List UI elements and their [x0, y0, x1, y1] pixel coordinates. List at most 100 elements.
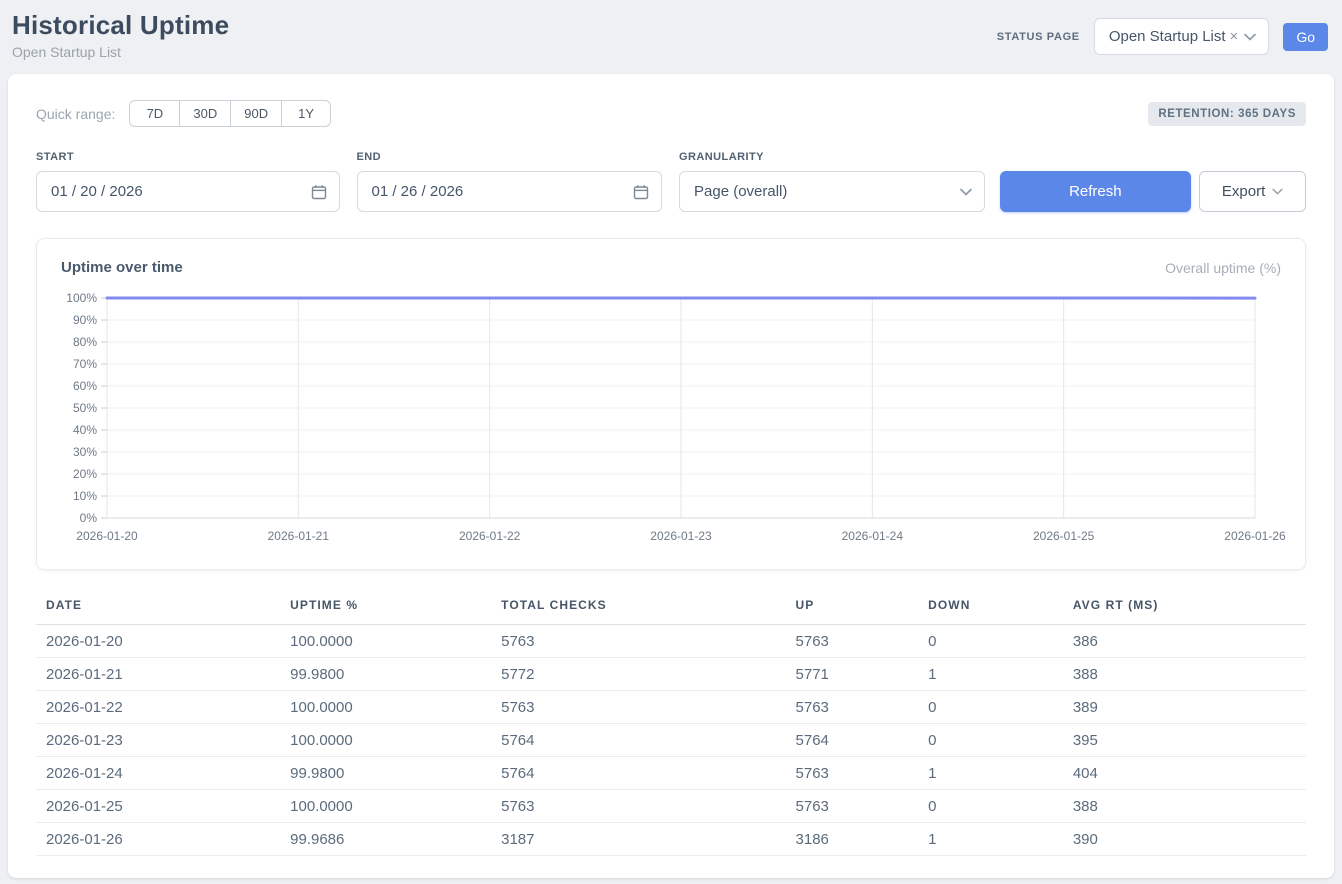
main-panel: Quick range: 7D 30D 90D 1Y RETENTION: 36… [8, 74, 1334, 878]
column-header: UPTIME % [280, 592, 491, 625]
start-date-input[interactable]: 01 / 20 / 2026 [36, 171, 340, 212]
granularity-label: GRANULARITY [679, 151, 985, 163]
table-cell: 99.9800 [280, 757, 491, 790]
chart-legend: Overall uptime (%) [1165, 260, 1281, 276]
start-date-value: 01 / 20 / 2026 [51, 183, 143, 200]
y-axis-tick-label: 90% [73, 313, 97, 327]
column-header: DATE [36, 592, 280, 625]
chevron-down-icon [1244, 33, 1256, 41]
y-axis-tick-label: 50% [73, 401, 97, 415]
quick-range-label: Quick range: [36, 106, 115, 122]
table-cell: 2026-01-24 [36, 757, 280, 790]
table-cell: 388 [1063, 658, 1306, 691]
x-axis-tick-label: 2026-01-23 [650, 529, 712, 543]
table-cell: 404 [1063, 757, 1306, 790]
x-axis-tick-label: 2026-01-24 [842, 529, 904, 543]
column-header: TOTAL CHECKS [491, 592, 785, 625]
y-axis-tick-label: 100% [66, 291, 97, 305]
table-cell: 1 [918, 757, 1063, 790]
table-cell: 0 [918, 724, 1063, 757]
table-cell: 3187 [491, 823, 785, 856]
chart-title: Uptime over time [61, 259, 183, 276]
table-cell: 5763 [491, 691, 785, 724]
table-cell: 2026-01-21 [36, 658, 280, 691]
table-row: 2026-01-25100.0000576357630388 [36, 790, 1306, 823]
table-cell: 5763 [786, 757, 919, 790]
uptime-chart-card: Uptime over time Overall uptime (%) 0% 10… [36, 238, 1306, 570]
y-axis-tick-label: 80% [73, 335, 97, 349]
table-row: 2026-01-2199.9800577257711388 [36, 658, 1306, 691]
table-cell: 5763 [491, 790, 785, 823]
table-cell: 5763 [786, 625, 919, 658]
export-button[interactable]: Export [1199, 171, 1306, 212]
column-header: DOWN [918, 592, 1063, 625]
table-row: 2026-01-2499.9800576457631404 [36, 757, 1306, 790]
chevron-down-icon [1272, 188, 1283, 195]
table-cell: 100.0000 [280, 691, 491, 724]
table-cell: 1 [918, 658, 1063, 691]
table-row: 2026-01-22100.0000576357630389 [36, 691, 1306, 724]
quick-range-30d[interactable]: 30D [179, 100, 230, 127]
quick-range-90d[interactable]: 90D [230, 100, 281, 127]
end-date-label: END [357, 151, 663, 163]
x-axis-tick-label: 2026-01-26 [1224, 529, 1286, 543]
table-cell: 2026-01-20 [36, 625, 280, 658]
calendar-icon[interactable] [311, 184, 327, 200]
table-cell: 389 [1063, 691, 1306, 724]
go-button[interactable]: Go [1283, 23, 1328, 51]
table-cell: 100.0000 [280, 790, 491, 823]
page-header: Historical Uptime Open Startup List STAT… [0, 0, 1342, 60]
uptime-table-section: DATEUPTIME %TOTAL CHECKSUPDOWNAVG RT (MS… [36, 592, 1306, 856]
y-axis-tick-label: 70% [73, 357, 97, 371]
table-cell: 3186 [786, 823, 919, 856]
table-cell: 2026-01-23 [36, 724, 280, 757]
chevron-down-icon [960, 188, 972, 196]
table-cell: 0 [918, 625, 1063, 658]
table-cell: 2026-01-22 [36, 691, 280, 724]
uptime-table: DATEUPTIME %TOTAL CHECKSUPDOWNAVG RT (MS… [36, 592, 1306, 856]
start-date-label: START [36, 151, 340, 163]
status-page-selected-value: Open Startup List [1109, 28, 1226, 45]
y-axis-tick-label: 0% [80, 511, 98, 525]
header-controls: STATUS PAGE Open Startup List × Go [997, 10, 1330, 55]
table-cell: 2026-01-26 [36, 823, 280, 856]
table-cell: 5764 [786, 724, 919, 757]
table-cell: 5763 [786, 691, 919, 724]
table-cell: 0 [918, 790, 1063, 823]
x-axis-tick-label: 2026-01-25 [1033, 529, 1095, 543]
retention-badge: RETENTION: 365 DAYS [1148, 102, 1306, 126]
table-cell: 395 [1063, 724, 1306, 757]
end-date-input[interactable]: 01 / 26 / 2026 [357, 171, 663, 212]
table-header-row: DATEUPTIME %TOTAL CHECKSUPDOWNAVG RT (MS… [36, 592, 1306, 625]
calendar-icon[interactable] [633, 184, 649, 200]
table-cell: 5763 [491, 625, 785, 658]
table-cell: 1 [918, 823, 1063, 856]
table-cell: 5771 [786, 658, 919, 691]
table-cell: 99.9686 [280, 823, 491, 856]
column-header: AVG RT (MS) [1063, 592, 1306, 625]
title-block: Historical Uptime Open Startup List [12, 10, 229, 60]
status-page-select[interactable]: Open Startup List × [1094, 18, 1270, 55]
page-title: Historical Uptime [12, 10, 229, 41]
y-axis-tick-label: 30% [73, 445, 97, 459]
table-cell: 2026-01-25 [36, 790, 280, 823]
uptime-line-chart: 0%10%20%30%40%50%60%70%80%90%100%2026-01… [61, 286, 1281, 553]
x-axis-tick-label: 2026-01-22 [459, 529, 521, 543]
clear-selection-icon[interactable]: × [1230, 28, 1239, 45]
page-subtitle: Open Startup List [12, 44, 229, 60]
table-cell: 100.0000 [280, 724, 491, 757]
x-axis-tick-label: 2026-01-21 [268, 529, 330, 543]
filter-fields-row: START 01 / 20 / 2026 END 01 / 26 / 2026 … [36, 151, 1306, 212]
table-cell: 5764 [491, 757, 785, 790]
quick-range-7d[interactable]: 7D [129, 100, 179, 127]
quick-range-group: 7D 30D 90D 1Y [129, 100, 331, 127]
end-date-value: 01 / 26 / 2026 [372, 183, 464, 200]
y-axis-tick-label: 40% [73, 423, 97, 437]
y-axis-tick-label: 60% [73, 379, 97, 393]
granularity-selected-value: Page (overall) [694, 183, 787, 200]
quick-range-1y[interactable]: 1Y [281, 100, 331, 127]
table-row: 2026-01-2699.9686318731861390 [36, 823, 1306, 856]
table-cell: 388 [1063, 790, 1306, 823]
granularity-select[interactable]: Page (overall) [679, 171, 985, 212]
refresh-button[interactable]: Refresh [1000, 171, 1192, 212]
